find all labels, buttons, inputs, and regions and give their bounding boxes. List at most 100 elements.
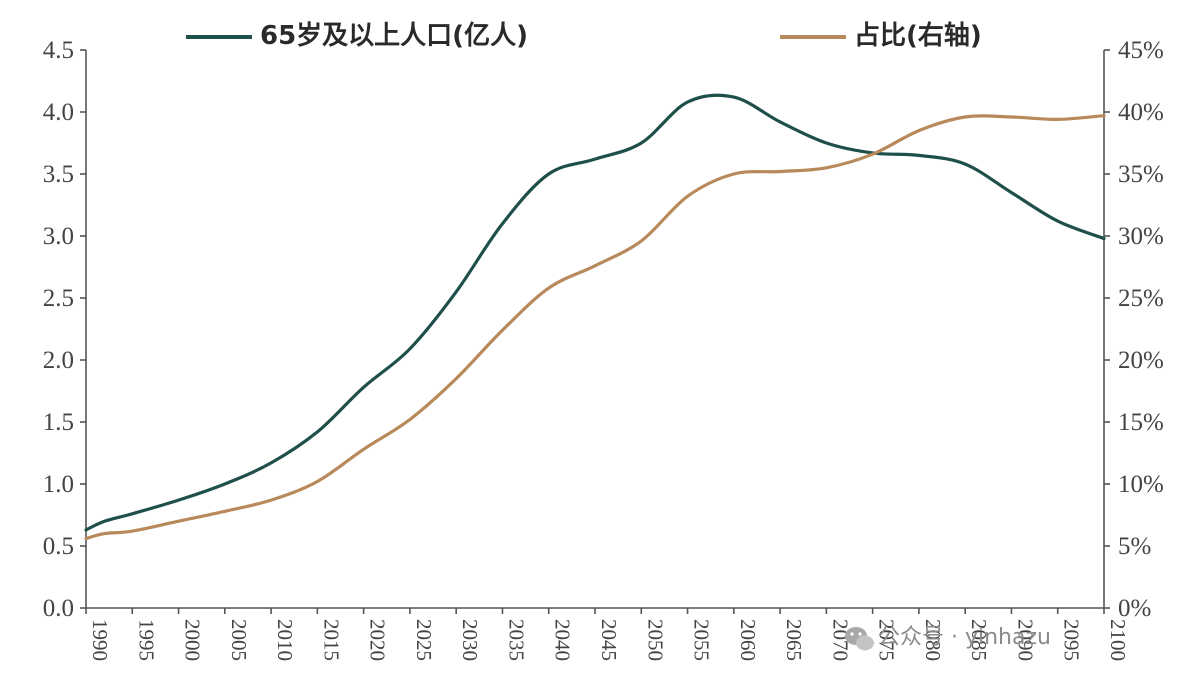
population-point	[85, 529, 87, 531]
series-line-population	[84, 93, 1106, 532]
left-tick-label: 2.0	[43, 347, 74, 374]
x-tick-label: 2080	[921, 619, 945, 661]
x-tick-label: 1990	[88, 619, 112, 661]
population-point	[316, 431, 318, 433]
x-tick-label: 2015	[319, 619, 343, 661]
population-point	[918, 154, 920, 156]
population-point	[686, 101, 688, 103]
share-point	[1057, 118, 1059, 120]
x-tick-label: 2040	[551, 619, 575, 661]
axes	[85, 50, 1105, 609]
right-tick-label: 10%	[1118, 471, 1164, 498]
left-tick-label: 0.5	[43, 533, 74, 560]
legend-label: 占比(右轴)	[854, 21, 982, 51]
right-tick-label: 15%	[1118, 409, 1164, 436]
share-point	[501, 329, 503, 331]
watermark-text: 公众号 · yinhazu	[878, 625, 1051, 650]
right-tick-label: 20%	[1118, 347, 1164, 374]
x-tick-label: 2085	[967, 619, 991, 661]
share-point	[733, 173, 735, 175]
population-point	[1010, 191, 1012, 193]
share-point	[964, 116, 966, 118]
population-point	[640, 142, 642, 144]
share-point	[224, 510, 226, 512]
population-point	[455, 291, 457, 293]
population-point	[501, 222, 503, 224]
population-point	[362, 386, 364, 388]
watermark: 公众号 · yinhazu	[845, 625, 1051, 651]
left-tick-label: 3.5	[43, 161, 74, 188]
population-point	[177, 499, 179, 501]
wechat-icon	[845, 627, 874, 651]
share-point	[825, 167, 827, 169]
x-tick-label: 2005	[227, 619, 251, 661]
share-point	[1103, 115, 1105, 117]
population-point	[131, 513, 133, 515]
x-tick-label: 2025	[412, 619, 436, 661]
share-point	[362, 448, 364, 450]
x-tick-label: 2050	[643, 619, 667, 661]
share-point	[85, 537, 87, 539]
population-point	[270, 462, 272, 464]
x-tick-label: 2055	[690, 619, 714, 661]
x-tick-label: 2045	[597, 619, 621, 661]
x-tick-label: 2030	[458, 619, 482, 661]
left-tick-label: 1.0	[43, 471, 74, 498]
share-point	[177, 520, 179, 522]
population-point	[548, 173, 550, 175]
x-tick-label: 2075	[875, 619, 899, 661]
series-line-share	[84, 114, 1106, 541]
x-tick-label: 2065	[782, 619, 806, 661]
population-point	[103, 520, 105, 522]
population-point	[594, 158, 596, 160]
right-y-axis: 0% 5% 10% 15% 20% 25% 30% 35% 40% 45%	[1104, 37, 1164, 622]
share-point	[918, 129, 920, 131]
population-point	[825, 142, 827, 144]
x-tick-label: 2035	[504, 619, 528, 661]
left-tick-label: 3.0	[43, 223, 74, 250]
population-point	[1103, 237, 1105, 239]
x-tick-label: 2090	[1013, 619, 1037, 661]
left-tick-label: 1.5	[43, 409, 74, 436]
share-point	[779, 170, 781, 172]
right-tick-label: 30%	[1118, 223, 1164, 250]
x-tick-label: 2000	[181, 619, 205, 661]
x-tick-label: 2020	[366, 619, 390, 661]
population-point	[733, 96, 735, 98]
right-tick-label: 25%	[1118, 285, 1164, 312]
right-tick-label: 45%	[1118, 37, 1164, 64]
population-point	[224, 483, 226, 485]
left-y-axis: 0.0 0.5 1.0 1.5 2.0 2.5 3.0 3.5 4.0 4.5	[43, 37, 86, 622]
share-point	[409, 418, 411, 420]
legend-label: 65岁及以上人口(亿人)	[260, 20, 528, 51]
share-point	[640, 240, 642, 242]
share-point	[1010, 116, 1012, 118]
right-tick-label: 40%	[1118, 99, 1164, 126]
share-point	[548, 287, 550, 289]
left-tick-label: 0.0	[43, 595, 74, 622]
right-tick-label: 35%	[1118, 161, 1164, 188]
right-tick-label: 0%	[1118, 595, 1151, 622]
population-point	[779, 121, 781, 123]
x-tick-label: 2100	[1106, 619, 1130, 661]
series-layer	[84, 93, 1106, 541]
share-point	[455, 377, 457, 379]
left-tick-label: 4.0	[43, 99, 74, 126]
x-tick-label: 2095	[1060, 619, 1084, 661]
share-point	[871, 153, 873, 155]
x-tick-label: 1995	[134, 619, 158, 661]
right-tick-label: 5%	[1118, 533, 1151, 560]
left-tick-label: 4.5	[43, 37, 74, 64]
share-point	[316, 480, 318, 482]
x-tick-label: 2010	[273, 619, 297, 661]
share-point	[686, 195, 688, 197]
left-tick-label: 2.5	[43, 285, 74, 312]
x-tick-label: 2060	[736, 619, 760, 661]
population-point	[409, 348, 411, 350]
x-axis: 1990 1995 2000 2005 2010 2015 2020 2025 2030 2035…	[85, 608, 1130, 661]
legend: 65岁及以上人口(亿人) 占比(右轴)	[186, 20, 982, 51]
share-point	[594, 265, 596, 267]
share-point	[131, 530, 133, 532]
share-point	[270, 499, 272, 501]
